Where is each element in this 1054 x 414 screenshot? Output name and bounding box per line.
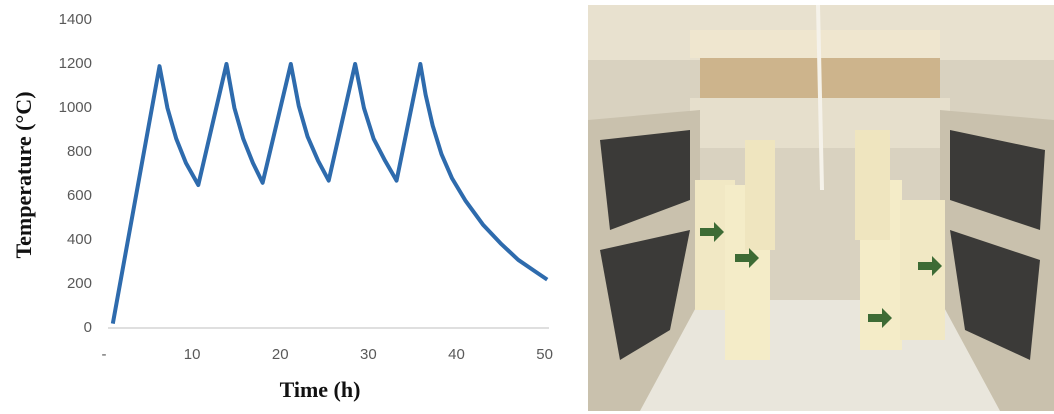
temperature-line: [113, 64, 547, 324]
y-tick-label: 0: [84, 319, 92, 336]
y-tick-label: 400: [67, 231, 92, 248]
x-tick-label: 20: [272, 346, 289, 363]
figure: Time (h) Temperature (°C) 0 200 400 600 800 1…: [0, 0, 1054, 414]
y-tick-label: 1400: [59, 11, 92, 28]
kiln-photo: [588, 5, 1054, 411]
x-tick-label: 40: [448, 346, 465, 363]
x-tick-label: 30: [360, 346, 377, 363]
y-tick-label: 1000: [59, 99, 92, 116]
y-tick-label: 800: [67, 143, 92, 160]
y-tick-label: 1200: [59, 55, 92, 72]
x-tick-label: 10: [184, 346, 201, 363]
y-axis-title: Temperature (°C): [11, 91, 36, 258]
x-tick-label: -: [102, 346, 107, 363]
page: Time (h) Temperature (°C) 0 200 400 600 800 1…: [0, 0, 1054, 414]
y-tick-label: 600: [67, 187, 92, 204]
x-axis-title: Time (h): [280, 377, 361, 402]
y-tick-label: 200: [67, 275, 92, 292]
x-tick-label: 50: [536, 346, 553, 363]
